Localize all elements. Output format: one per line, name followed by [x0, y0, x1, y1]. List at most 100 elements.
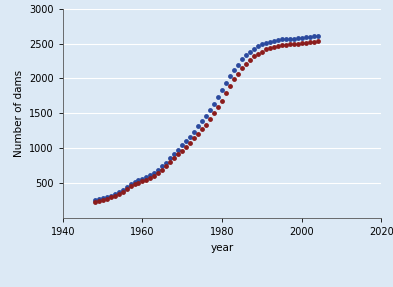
Upstream dams [179, 143, 185, 148]
Upstream dams [207, 108, 213, 112]
Upstream dams [259, 42, 265, 47]
Upstream dams [159, 164, 165, 169]
Downstream dams [235, 71, 241, 76]
Upstream dams [314, 34, 321, 38]
Downstream dams [299, 41, 305, 45]
Downstream dams [163, 164, 169, 168]
Downstream dams [140, 179, 146, 184]
Upstream dams [303, 35, 309, 40]
Downstream dams [294, 41, 301, 46]
Downstream dams [211, 111, 217, 115]
Upstream dams [231, 67, 237, 72]
Upstream dams [227, 73, 233, 78]
Upstream dams [95, 197, 102, 202]
Downstream dams [159, 167, 165, 172]
Upstream dams [279, 37, 285, 42]
Downstream dams [191, 136, 197, 140]
Upstream dams [163, 160, 169, 165]
Upstream dams [183, 139, 189, 143]
Upstream dams [127, 182, 134, 186]
Upstream dams [211, 101, 217, 106]
Upstream dams [108, 194, 114, 198]
Downstream dams [123, 187, 130, 191]
Downstream dams [119, 189, 126, 194]
Downstream dams [247, 57, 253, 62]
Upstream dams [199, 119, 205, 124]
Upstream dams [103, 195, 110, 199]
Upstream dams [294, 36, 301, 40]
Downstream dams [219, 98, 225, 103]
Upstream dams [116, 190, 122, 195]
Upstream dams [266, 40, 273, 44]
Y-axis label: Number of dams: Number of dams [13, 70, 24, 157]
Downstream dams [135, 181, 141, 185]
Downstream dams [310, 40, 317, 44]
Downstream dams [143, 178, 150, 182]
Upstream dams [187, 134, 193, 139]
Upstream dams [286, 36, 293, 41]
Upstream dams [131, 179, 138, 184]
Upstream dams [283, 37, 289, 42]
Upstream dams [167, 156, 173, 161]
Upstream dams [251, 46, 257, 51]
Upstream dams [275, 38, 281, 42]
Downstream dams [239, 66, 245, 70]
Downstream dams [215, 105, 221, 109]
Downstream dams [108, 195, 114, 200]
Upstream dams [123, 185, 130, 189]
Downstream dams [147, 176, 154, 180]
Upstream dams [119, 187, 126, 192]
Upstream dams [140, 177, 146, 181]
Downstream dams [187, 141, 193, 145]
Downstream dams [286, 42, 293, 46]
Downstream dams [259, 49, 265, 54]
Downstream dams [314, 39, 321, 44]
Downstream dams [199, 127, 205, 131]
Downstream dams [223, 91, 229, 95]
Downstream dams [155, 170, 162, 175]
Downstream dams [227, 84, 233, 88]
Downstream dams [99, 197, 106, 202]
Downstream dams [279, 43, 285, 47]
X-axis label: year: year [210, 243, 234, 253]
Upstream dams [215, 95, 221, 100]
Downstream dams [303, 40, 309, 45]
Upstream dams [235, 62, 241, 67]
Upstream dams [247, 49, 253, 54]
Downstream dams [195, 131, 201, 136]
Upstream dams [147, 173, 154, 177]
Upstream dams [99, 196, 106, 201]
Upstream dams [203, 114, 209, 119]
Upstream dams [255, 44, 261, 49]
Downstream dams [167, 160, 173, 164]
Upstream dams [112, 192, 118, 197]
Upstream dams [191, 129, 197, 134]
Upstream dams [299, 36, 305, 40]
Downstream dams [183, 144, 189, 149]
Downstream dams [251, 54, 257, 59]
Upstream dams [143, 175, 150, 180]
Downstream dams [116, 192, 122, 196]
Upstream dams [239, 57, 245, 62]
Upstream dams [151, 170, 158, 175]
Downstream dams [175, 152, 182, 157]
Downstream dams [112, 194, 118, 198]
Downstream dams [275, 43, 281, 48]
Downstream dams [266, 45, 273, 50]
Upstream dams [135, 178, 141, 183]
Downstream dams [243, 61, 249, 66]
Upstream dams [155, 168, 162, 172]
Upstream dams [290, 36, 297, 41]
Upstream dams [92, 198, 98, 203]
Downstream dams [179, 148, 185, 153]
Downstream dams [290, 42, 297, 46]
Upstream dams [271, 38, 277, 43]
Upstream dams [243, 53, 249, 57]
Upstream dams [219, 88, 225, 93]
Downstream dams [203, 122, 209, 127]
Upstream dams [195, 124, 201, 129]
Downstream dams [207, 117, 213, 121]
Downstream dams [231, 77, 237, 82]
Downstream dams [131, 182, 138, 186]
Downstream dams [95, 199, 102, 203]
